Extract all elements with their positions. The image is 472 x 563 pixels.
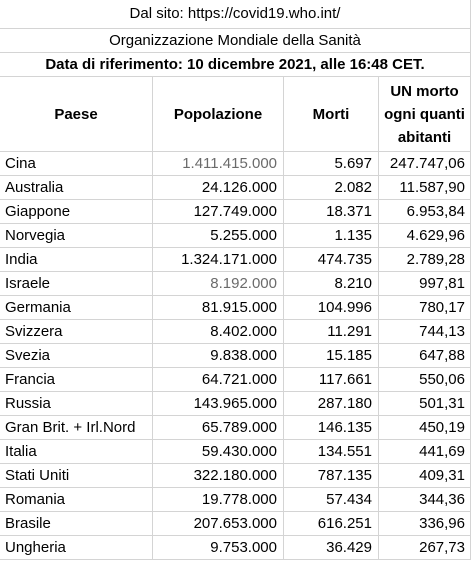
country-cell[interactable]: Russia xyxy=(0,392,153,416)
table-header: Paese Popolazione Morti UN morto ogni qu… xyxy=(0,77,471,152)
ratio-cell[interactable]: 441,69 xyxy=(379,440,471,464)
population-cell[interactable]: 19.778.000 xyxy=(153,488,284,512)
ratio-cell[interactable]: 267,73 xyxy=(379,536,471,560)
table-row: Israele 8.192.000 8.210 997,81 xyxy=(0,272,471,296)
country-cell[interactable]: Italia xyxy=(0,440,153,464)
table-row: Brasile 207.653.000 616.251 336,96 xyxy=(0,512,471,536)
deaths-cell[interactable]: 36.429 xyxy=(284,536,379,560)
deaths-cell[interactable]: 18.371 xyxy=(284,200,379,224)
population-cell[interactable]: 322.180.000 xyxy=(153,464,284,488)
table-row: Stati Uniti 322.180.000 787.135 409,31 xyxy=(0,464,471,488)
ratio-cell[interactable]: 780,17 xyxy=(379,296,471,320)
source-banner[interactable]: Dal sito: https://covid19.who.int/ xyxy=(0,0,471,29)
country-cell[interactable]: Israele xyxy=(0,272,153,296)
header-deaths[interactable]: Morti xyxy=(284,77,379,151)
country-cell[interactable]: Brasile xyxy=(0,512,153,536)
population-cell[interactable]: 5.255.000 xyxy=(153,224,284,248)
header-country[interactable]: Paese xyxy=(0,77,153,151)
population-cell[interactable]: 1.324.171.000 xyxy=(153,248,284,272)
ratio-cell[interactable]: 997,81 xyxy=(379,272,471,296)
deaths-cell[interactable]: 15.185 xyxy=(284,344,379,368)
organization-banner[interactable]: Organizzazione Mondiale della Sanità xyxy=(0,29,471,53)
population-cell[interactable]: 143.965.000 xyxy=(153,392,284,416)
population-cell[interactable]: 8.192.000 xyxy=(153,272,284,296)
country-cell[interactable]: India xyxy=(0,248,153,272)
country-cell[interactable]: Svizzera xyxy=(0,320,153,344)
ratio-cell[interactable]: 247.747,06 xyxy=(379,152,471,176)
ratio-cell[interactable]: 2.789,28 xyxy=(379,248,471,272)
deaths-cell[interactable]: 474.735 xyxy=(284,248,379,272)
table-row: Ungheria 9.753.000 36.429 267,73 xyxy=(0,536,471,560)
deaths-cell[interactable]: 1.135 xyxy=(284,224,379,248)
reference-date-banner[interactable]: Data di riferimento: 10 dicembre 2021, a… xyxy=(0,53,471,77)
country-cell[interactable]: Romania xyxy=(0,488,153,512)
population-cell[interactable]: 64.721.000 xyxy=(153,368,284,392)
deaths-cell[interactable]: 57.434 xyxy=(284,488,379,512)
ratio-cell[interactable]: 450,19 xyxy=(379,416,471,440)
ratio-cell[interactable]: 344,36 xyxy=(379,488,471,512)
population-cell[interactable]: 8.402.000 xyxy=(153,320,284,344)
population-cell[interactable]: 24.126.000 xyxy=(153,176,284,200)
table-row: Norvegia 5.255.000 1.135 4.629,96 xyxy=(0,224,471,248)
country-cell[interactable]: Norvegia xyxy=(0,224,153,248)
table-row: Francia 64.721.000 117.661 550,06 xyxy=(0,368,471,392)
table-row: Giappone 127.749.000 18.371 6.953,84 xyxy=(0,200,471,224)
deaths-cell[interactable]: 8.210 xyxy=(284,272,379,296)
deaths-cell[interactable]: 616.251 xyxy=(284,512,379,536)
table-row: India 1.324.171.000 474.735 2.789,28 xyxy=(0,248,471,272)
deaths-cell[interactable]: 5.697 xyxy=(284,152,379,176)
ratio-cell[interactable]: 6.953,84 xyxy=(379,200,471,224)
population-cell[interactable]: 59.430.000 xyxy=(153,440,284,464)
population-cell[interactable]: 81.915.000 xyxy=(153,296,284,320)
header-population[interactable]: Popolazione xyxy=(153,77,284,151)
header-ratio[interactable]: UN morto ogni quanti abitanti xyxy=(379,77,471,151)
table-row: Italia 59.430.000 134.551 441,69 xyxy=(0,440,471,464)
table-row: Svezia 9.838.000 15.185 647,88 xyxy=(0,344,471,368)
population-cell[interactable]: 127.749.000 xyxy=(153,200,284,224)
deaths-cell[interactable]: 2.082 xyxy=(284,176,379,200)
table-row: Romania 19.778.000 57.434 344,36 xyxy=(0,488,471,512)
country-cell[interactable]: Cina xyxy=(0,152,153,176)
table-row: Australia 24.126.000 2.082 11.587,90 xyxy=(0,176,471,200)
ratio-cell[interactable]: 336,96 xyxy=(379,512,471,536)
deaths-cell[interactable]: 146.135 xyxy=(284,416,379,440)
ratio-cell[interactable]: 4.629,96 xyxy=(379,224,471,248)
ratio-cell[interactable]: 501,31 xyxy=(379,392,471,416)
country-cell[interactable]: Francia xyxy=(0,368,153,392)
country-cell[interactable]: Giappone xyxy=(0,200,153,224)
country-cell[interactable]: Ungheria xyxy=(0,536,153,560)
header-ratio-line3: abitanti xyxy=(397,128,452,146)
deaths-cell[interactable]: 787.135 xyxy=(284,464,379,488)
country-cell[interactable]: Australia xyxy=(0,176,153,200)
population-cell[interactable]: 1.411.415.000 xyxy=(153,152,284,176)
table-row: Germania 81.915.000 104.996 780,17 xyxy=(0,296,471,320)
ratio-cell[interactable]: 11.587,90 xyxy=(379,176,471,200)
country-cell[interactable]: Germania xyxy=(0,296,153,320)
deaths-cell[interactable]: 134.551 xyxy=(284,440,379,464)
population-cell[interactable]: 207.653.000 xyxy=(153,512,284,536)
table-row: Russia 143.965.000 287.180 501,31 xyxy=(0,392,471,416)
population-cell[interactable]: 9.838.000 xyxy=(153,344,284,368)
header-ratio-line2: ogni quanti xyxy=(384,105,465,123)
table-body: Cina 1.411.415.000 5.697 247.747,06 Australi… xyxy=(0,152,471,560)
deaths-cell[interactable]: 104.996 xyxy=(284,296,379,320)
deaths-cell[interactable]: 287.180 xyxy=(284,392,379,416)
table-row: Svizzera 8.402.000 11.291 744,13 xyxy=(0,320,471,344)
deaths-cell[interactable]: 11.291 xyxy=(284,320,379,344)
ratio-cell[interactable]: 550,06 xyxy=(379,368,471,392)
header-ratio-line1: UN morto xyxy=(390,82,459,100)
ratio-cell[interactable]: 744,13 xyxy=(379,320,471,344)
table-row: Cina 1.411.415.000 5.697 247.747,06 xyxy=(0,152,471,176)
country-cell[interactable]: Gran Brit. + Irl.Nord xyxy=(0,416,153,440)
table-row: Gran Brit. + Irl.Nord 65.789.000 146.135 45… xyxy=(0,416,471,440)
ratio-cell[interactable]: 409,31 xyxy=(379,464,471,488)
population-cell[interactable]: 65.789.000 xyxy=(153,416,284,440)
population-cell[interactable]: 9.753.000 xyxy=(153,536,284,560)
country-cell[interactable]: Stati Uniti xyxy=(0,464,153,488)
country-cell[interactable]: Svezia xyxy=(0,344,153,368)
deaths-cell[interactable]: 117.661 xyxy=(284,368,379,392)
ratio-cell[interactable]: 647,88 xyxy=(379,344,471,368)
